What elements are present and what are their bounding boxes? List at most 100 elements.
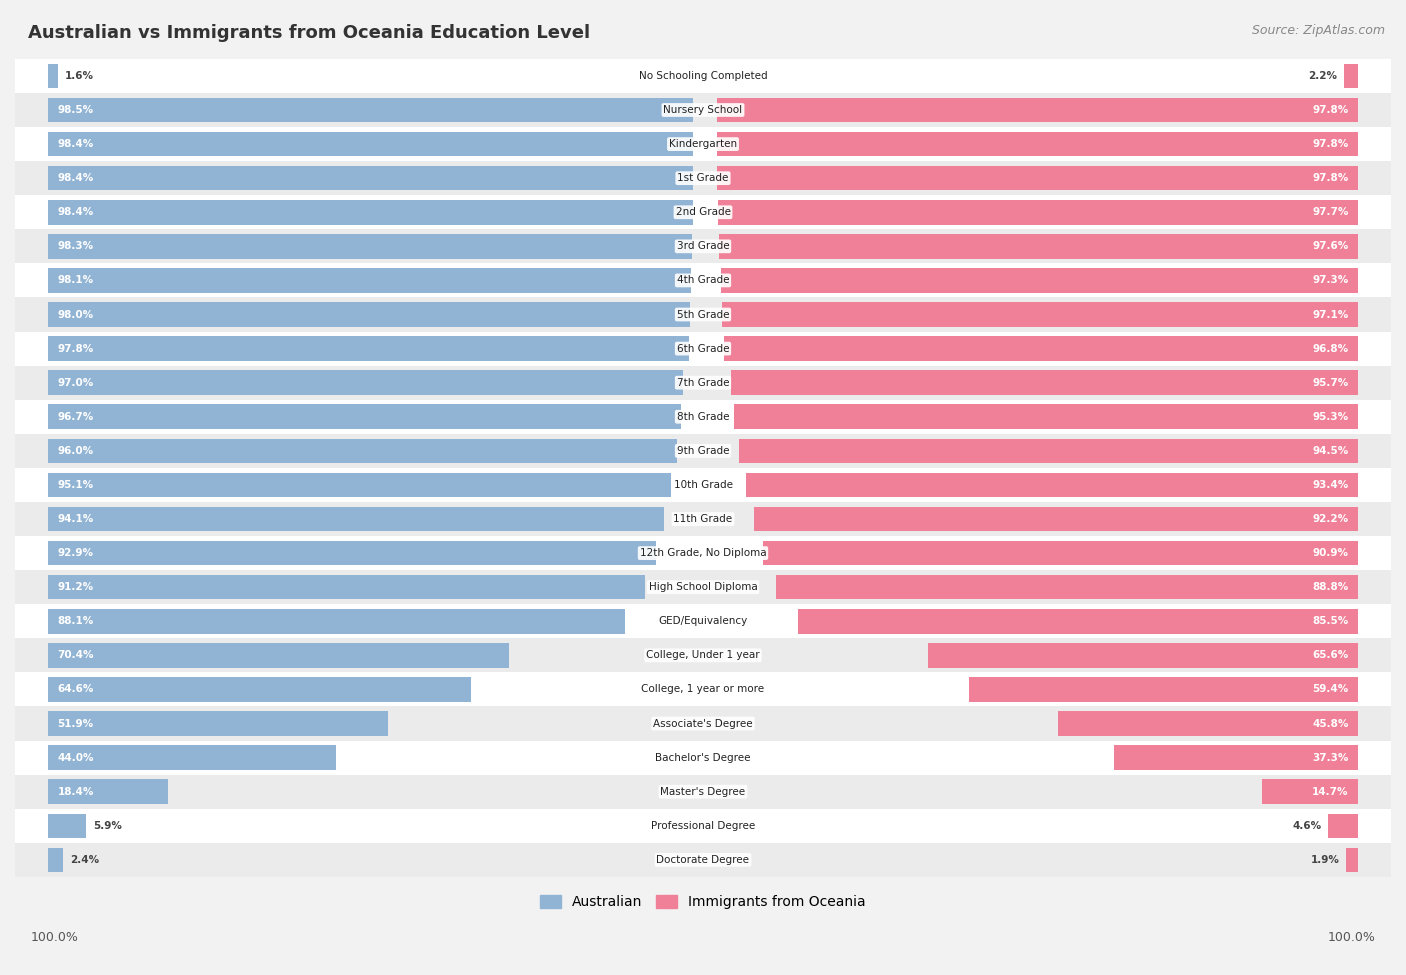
Text: 98.5%: 98.5% xyxy=(58,105,94,115)
Text: 6th Grade: 6th Grade xyxy=(676,343,730,354)
Text: 65.6%: 65.6% xyxy=(1312,650,1348,660)
Text: 95.1%: 95.1% xyxy=(58,480,94,489)
Bar xyxy=(747,473,1358,497)
Bar xyxy=(15,707,1391,741)
Bar xyxy=(15,366,1391,400)
Bar xyxy=(48,779,169,804)
Bar xyxy=(48,678,471,702)
Bar xyxy=(48,507,665,531)
Text: 98.4%: 98.4% xyxy=(58,139,94,149)
Bar xyxy=(48,268,690,292)
Bar xyxy=(15,604,1391,639)
Text: 2.2%: 2.2% xyxy=(1308,71,1337,81)
Text: Professional Degree: Professional Degree xyxy=(651,821,755,831)
Text: Source: ZipAtlas.com: Source: ZipAtlas.com xyxy=(1251,24,1385,37)
Text: 97.8%: 97.8% xyxy=(1312,174,1348,183)
Bar xyxy=(15,570,1391,604)
Bar xyxy=(15,808,1391,842)
Text: 96.0%: 96.0% xyxy=(58,446,94,456)
Bar xyxy=(928,644,1358,668)
Text: College, 1 year or more: College, 1 year or more xyxy=(641,684,765,694)
Legend: Australian, Immigrants from Oceania: Australian, Immigrants from Oceania xyxy=(534,890,872,915)
Bar xyxy=(48,370,683,395)
Text: 4th Grade: 4th Grade xyxy=(676,275,730,286)
Bar xyxy=(48,166,693,190)
Bar xyxy=(1059,711,1358,736)
Bar xyxy=(740,439,1358,463)
Text: 97.8%: 97.8% xyxy=(1312,139,1348,149)
Bar xyxy=(48,405,682,429)
Bar xyxy=(969,678,1358,702)
Bar xyxy=(15,536,1391,570)
Text: 64.6%: 64.6% xyxy=(58,684,94,694)
Bar xyxy=(1344,63,1358,88)
Bar xyxy=(15,297,1391,332)
Text: 5th Grade: 5th Grade xyxy=(676,309,730,320)
Text: 3rd Grade: 3rd Grade xyxy=(676,242,730,252)
Text: 98.4%: 98.4% xyxy=(58,208,94,217)
Text: 95.7%: 95.7% xyxy=(1312,377,1348,388)
Bar xyxy=(762,541,1358,565)
Text: 4.6%: 4.6% xyxy=(1292,821,1322,831)
Text: Associate's Degree: Associate's Degree xyxy=(654,719,752,728)
Bar xyxy=(1346,847,1358,872)
Text: 98.3%: 98.3% xyxy=(58,242,94,252)
Text: 2.4%: 2.4% xyxy=(70,855,100,865)
Text: 88.1%: 88.1% xyxy=(58,616,94,626)
Text: Australian vs Immigrants from Oceania Education Level: Australian vs Immigrants from Oceania Ed… xyxy=(28,24,591,42)
Text: 37.3%: 37.3% xyxy=(1312,753,1348,762)
Text: 100.0%: 100.0% xyxy=(1327,931,1375,945)
Bar xyxy=(48,200,693,224)
Text: 97.7%: 97.7% xyxy=(1312,208,1348,217)
Bar xyxy=(48,609,626,634)
Text: 97.3%: 97.3% xyxy=(1312,275,1348,286)
Text: 97.1%: 97.1% xyxy=(1312,309,1348,320)
Text: 97.0%: 97.0% xyxy=(58,377,94,388)
Bar xyxy=(15,161,1391,195)
Bar xyxy=(15,93,1391,127)
Bar xyxy=(1263,779,1358,804)
Text: 10th Grade: 10th Grade xyxy=(673,480,733,489)
Text: 97.8%: 97.8% xyxy=(58,343,94,354)
Text: 92.9%: 92.9% xyxy=(58,548,94,558)
Text: 59.4%: 59.4% xyxy=(1312,684,1348,694)
Text: High School Diploma: High School Diploma xyxy=(648,582,758,592)
Bar xyxy=(731,370,1358,395)
Text: 51.9%: 51.9% xyxy=(58,719,94,728)
Text: 7th Grade: 7th Grade xyxy=(676,377,730,388)
Text: 14.7%: 14.7% xyxy=(1312,787,1348,797)
Bar xyxy=(717,166,1358,190)
Text: 90.9%: 90.9% xyxy=(1312,548,1348,558)
Text: 85.5%: 85.5% xyxy=(1312,616,1348,626)
Text: Nursery School: Nursery School xyxy=(664,105,742,115)
Text: College, Under 1 year: College, Under 1 year xyxy=(647,650,759,660)
Text: Kindergarten: Kindergarten xyxy=(669,139,737,149)
Text: 91.2%: 91.2% xyxy=(58,582,94,592)
Text: 98.0%: 98.0% xyxy=(58,309,94,320)
Bar xyxy=(718,200,1358,224)
Text: Master's Degree: Master's Degree xyxy=(661,787,745,797)
Text: 94.5%: 94.5% xyxy=(1312,446,1348,456)
Bar xyxy=(48,745,336,770)
Text: 44.0%: 44.0% xyxy=(58,753,94,762)
Bar xyxy=(15,502,1391,536)
Bar xyxy=(15,639,1391,673)
Text: 95.3%: 95.3% xyxy=(1312,411,1348,422)
Bar xyxy=(48,813,86,838)
Text: Bachelor's Degree: Bachelor's Degree xyxy=(655,753,751,762)
Text: 100.0%: 100.0% xyxy=(31,931,79,945)
Bar xyxy=(723,302,1358,327)
Bar xyxy=(48,575,645,600)
Bar xyxy=(15,195,1391,229)
Bar xyxy=(15,127,1391,161)
Bar xyxy=(48,439,676,463)
Text: 45.8%: 45.8% xyxy=(1312,719,1348,728)
Bar xyxy=(721,268,1358,292)
Bar xyxy=(48,63,58,88)
Bar xyxy=(48,336,689,361)
Bar xyxy=(15,229,1391,263)
Bar xyxy=(717,98,1358,122)
Bar xyxy=(718,234,1358,258)
Text: 8th Grade: 8th Grade xyxy=(676,411,730,422)
Text: 9th Grade: 9th Grade xyxy=(676,446,730,456)
